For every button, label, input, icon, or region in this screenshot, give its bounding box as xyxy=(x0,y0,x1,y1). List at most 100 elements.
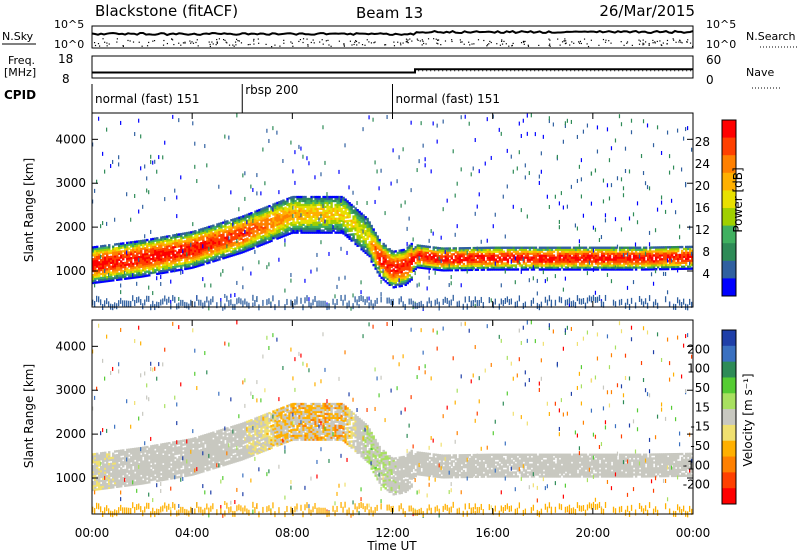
power-cell xyxy=(366,253,369,256)
power-cell xyxy=(306,209,309,213)
power-cell xyxy=(598,246,602,249)
power-cell xyxy=(366,218,368,223)
nsearch-point xyxy=(343,45,346,47)
power-cell xyxy=(122,263,125,267)
power-cell xyxy=(300,297,302,304)
nsearch-point xyxy=(586,43,588,45)
power-cell xyxy=(412,237,414,242)
power-cell xyxy=(98,263,101,266)
power-cell xyxy=(554,262,558,265)
power-cell xyxy=(328,205,331,209)
power-cell xyxy=(282,158,284,163)
power-cell xyxy=(502,300,504,307)
power-cell xyxy=(256,173,258,178)
power-cell xyxy=(316,252,318,257)
power-cell xyxy=(526,250,530,253)
power-cell xyxy=(212,232,215,235)
power-cell xyxy=(398,269,401,272)
power-cell xyxy=(224,242,227,245)
power-cell xyxy=(396,273,399,276)
power-cell xyxy=(132,250,135,254)
power-cell xyxy=(532,258,536,261)
power-cell xyxy=(110,257,113,261)
power-cell xyxy=(470,254,474,258)
power-cell xyxy=(220,227,223,231)
power-cell xyxy=(520,256,524,259)
power-cell xyxy=(264,240,267,243)
power-cell xyxy=(106,275,109,279)
power-cell xyxy=(362,247,365,251)
power-cell xyxy=(296,296,298,303)
power-cell xyxy=(132,268,135,271)
power-cell xyxy=(636,266,640,269)
power-cell xyxy=(440,263,443,266)
power-cell xyxy=(466,252,470,256)
power-cell xyxy=(284,212,287,215)
power-cell xyxy=(416,254,419,257)
power-cell xyxy=(118,258,121,261)
power-cell xyxy=(350,306,352,311)
power-cell xyxy=(198,230,201,234)
power-cell xyxy=(360,290,362,295)
power-cell xyxy=(336,201,339,205)
power-cell xyxy=(414,271,416,276)
power-cell xyxy=(452,249,456,252)
nsearch-point xyxy=(642,42,644,44)
power-cell xyxy=(418,244,421,247)
power-cell xyxy=(622,266,626,269)
power-cell xyxy=(398,285,401,288)
power-cell xyxy=(336,298,338,305)
power-cell xyxy=(550,268,554,271)
nsearch-point xyxy=(548,44,550,47)
power-cell xyxy=(162,238,165,241)
power-cell xyxy=(632,262,636,265)
power-cell xyxy=(130,253,133,256)
power-cell xyxy=(164,197,166,202)
power-cell xyxy=(356,242,359,245)
power-cell xyxy=(212,238,215,241)
power-cell xyxy=(288,206,291,210)
power-cell xyxy=(454,251,458,254)
power-cell xyxy=(544,254,548,257)
power-cell xyxy=(122,244,125,247)
power-cell xyxy=(520,258,524,261)
power-cell xyxy=(208,241,211,244)
power-cell xyxy=(446,253,449,256)
power-cell xyxy=(106,221,108,226)
power-cell xyxy=(578,258,582,261)
power-cell xyxy=(584,264,588,267)
power-cell xyxy=(192,236,195,239)
power-cell xyxy=(264,181,266,186)
power-cell xyxy=(156,276,158,281)
power-cell xyxy=(194,257,197,261)
nsearch-point xyxy=(191,41,193,43)
power-cell xyxy=(168,256,171,260)
power-cell xyxy=(160,246,163,249)
power-cell xyxy=(386,266,389,269)
power-cell xyxy=(112,271,115,274)
power-cell xyxy=(342,210,345,213)
power-cell xyxy=(312,213,315,217)
power-cell xyxy=(210,236,213,240)
power-cell xyxy=(448,259,451,262)
power-cell xyxy=(146,176,148,181)
power-cell xyxy=(538,264,542,267)
power-cell xyxy=(254,238,257,241)
power-cell xyxy=(582,213,585,218)
power-cell xyxy=(214,257,217,260)
nsearch-point xyxy=(505,43,507,45)
power-cell xyxy=(330,211,333,215)
power-cell xyxy=(462,268,466,272)
power-cell xyxy=(492,248,496,251)
power-cell xyxy=(566,252,570,255)
power-cell xyxy=(388,271,391,275)
power-cell xyxy=(480,268,484,271)
power-cell xyxy=(312,225,315,228)
power-cell xyxy=(604,213,607,218)
nsearch-point xyxy=(184,41,186,43)
power-cell xyxy=(142,267,145,270)
power-cell xyxy=(538,250,542,253)
power-cell xyxy=(298,209,301,213)
power-cell xyxy=(522,118,524,123)
power-cell xyxy=(152,245,155,249)
